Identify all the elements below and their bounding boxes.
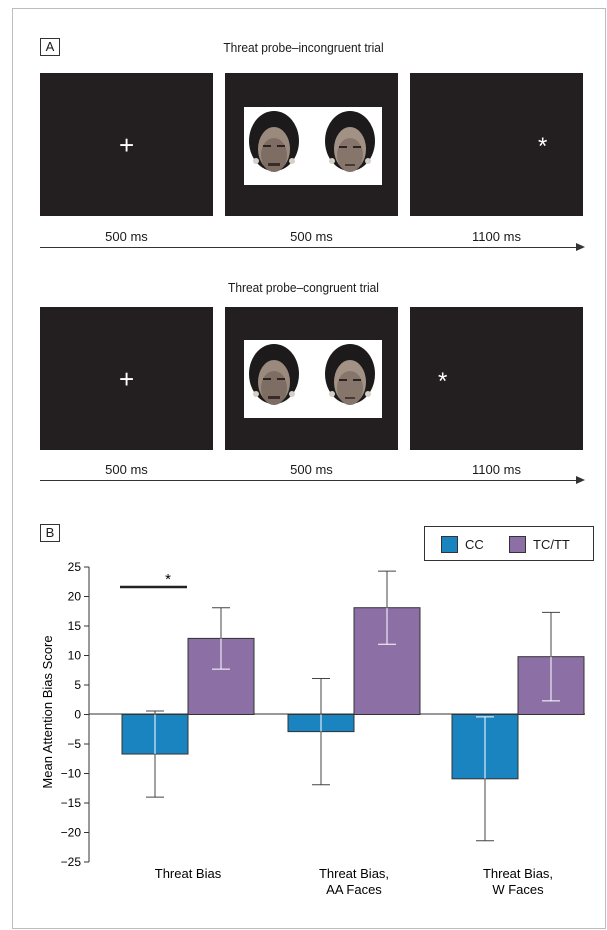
y-tick-label: −15 [61, 796, 82, 810]
fixation-cross: + [119, 364, 135, 394]
duration-label: 500 ms [290, 229, 333, 244]
face-pair [244, 107, 382, 185]
legend-label-tc-tt: TC/TT [533, 537, 570, 552]
neutral-face-image [325, 344, 375, 405]
y-tick-label: 5 [74, 678, 81, 692]
threat-face-image [249, 111, 299, 172]
legend-swatch-tc-tt [509, 536, 526, 553]
duration-label: 500 ms [105, 462, 148, 477]
duration-label: 500 ms [105, 229, 148, 244]
probe-asterisk: * [438, 368, 448, 395]
trial-2-faces-screen [225, 307, 398, 450]
y-tick-label: 20 [68, 590, 82, 604]
y-tick-label: −5 [67, 737, 81, 751]
trial-1-fixation-screen: + [40, 73, 213, 216]
timeline-arrowhead [576, 243, 585, 251]
timeline-line [40, 247, 578, 248]
duration-label: 1100 ms [472, 229, 521, 244]
panel-a-label: A [40, 38, 60, 56]
y-tick-label: −25 [61, 855, 82, 869]
face-pair [244, 340, 382, 418]
trial-1-title: Threat probe–incongruent trial [223, 40, 384, 55]
trial-2-probe-screen: * [410, 307, 583, 450]
legend-swatch-cc [441, 536, 458, 553]
panel-b-label: B [40, 524, 60, 542]
x-category-label: W Faces [492, 882, 544, 897]
y-tick-label: 15 [68, 619, 82, 633]
trial-2-title: Threat probe–congruent trial [228, 280, 379, 295]
figure-frame [12, 8, 606, 929]
probe-asterisk: * [538, 133, 548, 160]
x-category-label: Threat Bias, [483, 866, 553, 881]
trial-1-faces-screen [225, 73, 398, 216]
chart-legend: CC TC/TT [424, 526, 594, 561]
duration-label: 500 ms [290, 462, 333, 477]
y-tick-label: 0 [74, 708, 81, 722]
y-axis-label: Mean Attention Bias Score [40, 635, 55, 788]
y-tick-label: 25 [68, 560, 82, 574]
timeline-arrowhead [576, 476, 585, 484]
neutral-face-image [325, 111, 375, 172]
trial-2-fixation-screen: + [40, 307, 213, 450]
legend-label-cc: CC [465, 537, 484, 552]
significance-asterisk: * [165, 571, 171, 588]
threat-face-image [249, 344, 299, 405]
x-category-label: Threat Bias [155, 866, 222, 881]
y-tick-label: −10 [61, 767, 82, 781]
x-category-label: Threat Bias, [319, 866, 389, 881]
trial-1-probe-screen: * [410, 73, 583, 216]
timeline-line [40, 480, 578, 481]
y-tick-label: −20 [61, 826, 82, 840]
duration-label: 1100 ms [472, 462, 521, 477]
fixation-cross: + [119, 130, 135, 160]
y-tick-label: 10 [68, 649, 82, 663]
x-category-label: AA Faces [326, 882, 382, 897]
